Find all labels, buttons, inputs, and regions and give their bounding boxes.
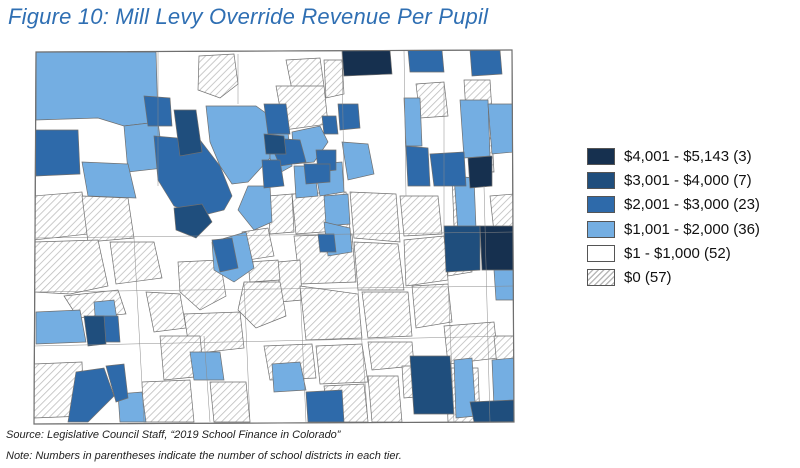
legend-item: $3,001 - $4,000 (7) — [587, 170, 792, 191]
legend-swatch-hatched — [587, 268, 615, 286]
legend-swatch — [587, 148, 615, 165]
map-svg — [33, 49, 515, 425]
legend-item: $1 - $1,000 (52) — [587, 243, 792, 264]
legend-label: $2,001 - $3,000 (23) — [624, 196, 760, 214]
legend-label: $4,001 - $5,143 (3) — [624, 148, 752, 165]
legend-swatch — [587, 172, 615, 190]
note-footnote: Note: Numbers in parentheses indicate th… — [6, 450, 402, 462]
legend-swatch — [587, 220, 615, 238]
legend-item: $4,001 - $5,143 (3) — [587, 146, 792, 167]
legend-label: $1 - $1,000 (52) — [624, 244, 731, 262]
legend-label: $0 (57) — [624, 268, 672, 286]
legend-swatch — [587, 244, 615, 262]
colorado-district-map — [24, 46, 536, 426]
legend-item: $1,001 - $2,000 (36) — [587, 219, 792, 240]
tier-4001-5143-districts — [341, 50, 514, 271]
legend-item: $2,001 - $3,000 (23) — [587, 194, 792, 215]
legend-label: $3,001 - $4,000 (7) — [624, 172, 752, 190]
tier-3001-4000-districts — [83, 109, 514, 423]
figure-title: Figure 10: Mill Levy Override Revenue Pe… — [8, 4, 489, 29]
map-legend: $4,001 - $5,143 (3) $3,001 - $4,000 (7) … — [587, 146, 792, 291]
district-boundaries — [34, 50, 514, 423]
source-footnote: Source: Legislative Council Staff, “2019… — [6, 429, 341, 441]
legend-swatch — [587, 196, 615, 214]
legend-label: $1,001 - $2,000 (36) — [624, 220, 760, 238]
legend-item: $0 (57) — [587, 267, 792, 288]
